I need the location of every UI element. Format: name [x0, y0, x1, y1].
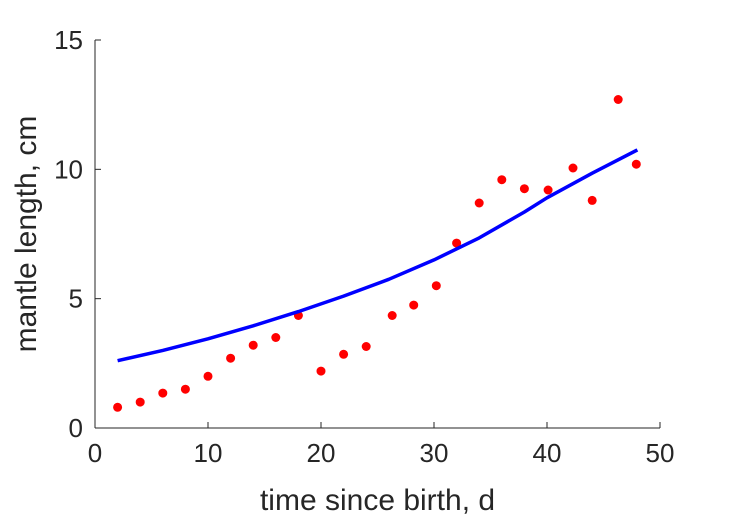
- data-point: [568, 163, 578, 173]
- data-point: [519, 184, 529, 194]
- data-point: [543, 185, 553, 195]
- model-curve: [117, 148, 639, 363]
- data-point: [631, 159, 641, 169]
- data-point: [339, 349, 349, 359]
- data-point: [409, 300, 419, 310]
- data-point: [113, 402, 123, 412]
- data-point: [361, 342, 371, 351]
- x-tick-label: 50: [646, 438, 675, 468]
- data-point: [203, 371, 213, 381]
- x-tick-label: 40: [533, 438, 562, 468]
- data-point: [387, 311, 397, 320]
- data-point: [316, 366, 326, 376]
- data-point: [180, 384, 190, 394]
- data-point: [135, 397, 145, 407]
- data-point: [431, 281, 441, 291]
- y-tick-label: 0: [69, 413, 83, 443]
- x-tick-label: 20: [307, 438, 336, 468]
- data-point: [226, 353, 236, 363]
- x-tick-label: 10: [194, 438, 223, 468]
- axes: [94, 39, 661, 429]
- data-point: [158, 388, 168, 398]
- data-point: [497, 175, 507, 185]
- y-tick-label: 10: [54, 154, 83, 184]
- data-point: [452, 238, 462, 248]
- data-point: [271, 333, 281, 342]
- x-tick-label: 0: [88, 438, 102, 468]
- data-point: [613, 95, 623, 104]
- tick-labels: 0 10 20 30 40 50 0 5 10 15: [54, 25, 674, 468]
- data-point: [474, 198, 484, 208]
- y-tick-label: 5: [69, 284, 83, 314]
- y-tick-label: 15: [54, 25, 83, 55]
- plot-area: [113, 95, 641, 412]
- data-point: [248, 340, 258, 350]
- x-tick-label: 30: [420, 438, 449, 468]
- data-point: [587, 195, 597, 205]
- y-axis-label: mantle length, cm: [10, 116, 43, 353]
- x-axis-label: time since birth, d: [260, 484, 495, 517]
